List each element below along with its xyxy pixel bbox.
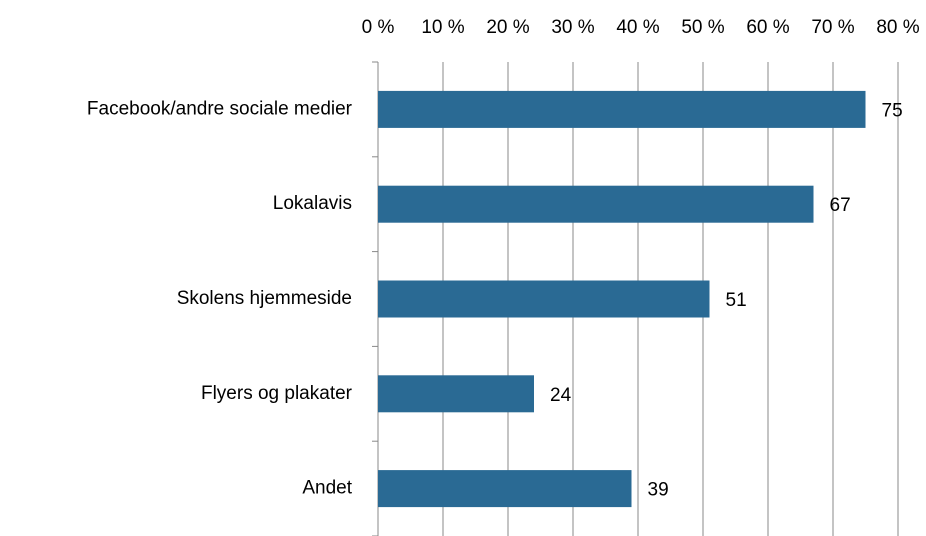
- y-tick-label: Andet: [302, 478, 352, 499]
- x-tick-label: 40 %: [616, 17, 659, 38]
- bar: [378, 470, 632, 508]
- x-tick-label: 0 %: [362, 17, 395, 38]
- x-tick-label: 10 %: [421, 17, 464, 38]
- x-tick-label: 20 %: [486, 17, 529, 38]
- y-tick-label: Flyers og plakater: [201, 383, 353, 404]
- data-label: 51: [726, 290, 747, 311]
- bar: [378, 280, 710, 318]
- data-label: 75: [882, 100, 903, 121]
- x-tick-label: 70 %: [811, 17, 854, 38]
- x-tick-label: 30 %: [551, 17, 594, 38]
- y-tick-label: Facebook/andre sociale medier: [87, 98, 353, 119]
- data-label: 39: [648, 480, 669, 501]
- y-tick-label: Skolens hjemmeside: [177, 288, 352, 309]
- bar: [378, 90, 866, 128]
- data-label: 67: [830, 195, 851, 216]
- x-tick-label: 50 %: [681, 17, 724, 38]
- bar: [378, 375, 534, 413]
- bar: [378, 185, 814, 223]
- x-tick-label: 60 %: [746, 17, 789, 38]
- y-tick-label: Lokalavis: [273, 193, 352, 214]
- x-tick-label: 80 %: [876, 17, 919, 38]
- data-label: 24: [550, 385, 572, 406]
